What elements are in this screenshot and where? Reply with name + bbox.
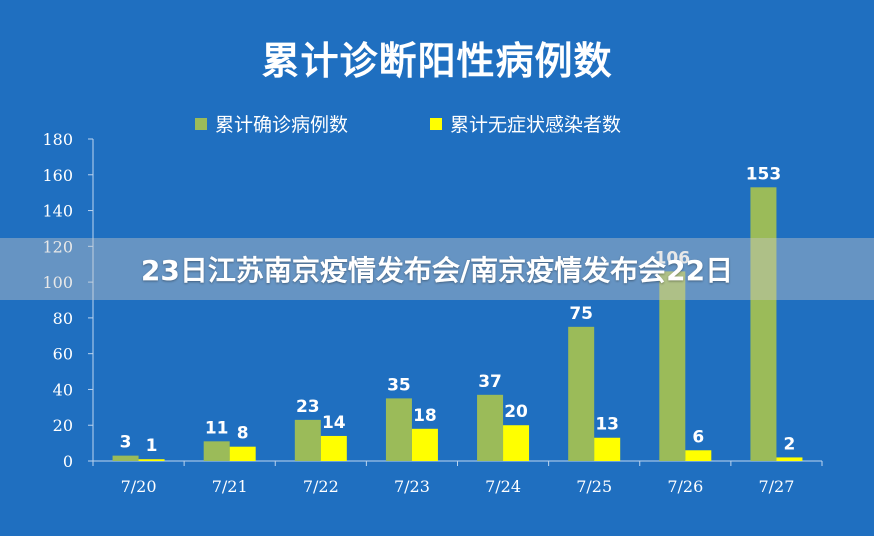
bar-confirmed <box>203 441 230 461</box>
data-label-confirmed: 3 <box>120 433 132 453</box>
x-tick-label: 7/23 <box>394 477 430 496</box>
y-tick-label: 40 <box>53 380 73 399</box>
data-label-asymptomatic: 20 <box>504 402 528 422</box>
data-label-asymptomatic: 14 <box>322 413 346 433</box>
bar-confirmed <box>750 187 777 462</box>
legend-swatch-asymptomatic <box>430 117 442 130</box>
data-label-asymptomatic: 18 <box>413 406 437 426</box>
bar-asymptomatic <box>411 428 438 461</box>
y-tick-label: 160 <box>42 166 73 185</box>
data-label-confirmed: 23 <box>296 397 320 417</box>
data-label-asymptomatic: 13 <box>595 415 619 435</box>
y-tick-label: 80 <box>53 309 73 328</box>
bar-confirmed <box>659 271 686 461</box>
x-tick-label: 7/20 <box>121 477 157 496</box>
data-label-confirmed: 35 <box>387 375 411 395</box>
y-tick-label: 20 <box>53 416 73 435</box>
legend-label-asymptomatic: 累计无症状感染者数 <box>450 114 622 136</box>
data-label-asymptomatic: 8 <box>237 424 249 444</box>
data-label-asymptomatic: 6 <box>692 427 704 447</box>
data-label-confirmed: 106 <box>655 248 691 268</box>
y-tick-label: 120 <box>42 237 73 256</box>
y-tick-label: 60 <box>53 345 73 364</box>
data-label-confirmed: 11 <box>205 418 229 438</box>
x-tick-label: 7/26 <box>667 477 703 496</box>
bar-confirmed <box>385 398 412 461</box>
data-label-asymptomatic: 1 <box>146 436 158 456</box>
legend-item-confirmed: 累计确诊病例数 <box>195 110 348 137</box>
caption-banner: 23日江苏南京疫情发布会/南京疫情发布会22日 <box>0 238 874 300</box>
bar-confirmed <box>477 394 504 461</box>
bar-confirmed <box>112 455 139 461</box>
x-tick-label: 7/24 <box>485 477 521 496</box>
x-tick-label: 7/22 <box>303 477 339 496</box>
bar-asymptomatic <box>776 457 803 461</box>
legend-swatch-confirmed <box>195 117 207 130</box>
data-label-asymptomatic: 2 <box>784 434 796 454</box>
y-tick-label: 180 <box>42 130 73 149</box>
x-tick-label: 7/25 <box>576 477 612 496</box>
x-tick-label: 7/27 <box>758 477 794 496</box>
legend: 累计确诊病例数 累计无症状感染者数 <box>195 110 715 136</box>
legend-item-asymptomatic: 累计无症状感染者数 <box>430 110 621 137</box>
caption-text: 23日江苏南京疫情发布会/南京疫情发布会22日 <box>140 254 734 287</box>
y-tick-label: 140 <box>42 202 73 221</box>
legend-label-confirmed: 累计确诊病例数 <box>215 114 349 136</box>
data-label-confirmed: 153 <box>746 164 782 184</box>
x-tick-label: 7/21 <box>212 477 248 496</box>
y-tick-label: 100 <box>42 273 73 292</box>
bar-asymptomatic <box>229 446 256 461</box>
bar-asymptomatic <box>594 437 621 461</box>
data-label-confirmed: 75 <box>569 304 593 324</box>
chart-title: 累计诊断阳性病例数 <box>261 39 613 83</box>
bar-asymptomatic <box>685 450 712 461</box>
bar-confirmed <box>568 326 595 461</box>
bar-asymptomatic <box>503 425 530 461</box>
bar-confirmed <box>294 419 321 461</box>
y-tick-label: 0 <box>63 452 73 471</box>
bar-asymptomatic <box>138 459 165 461</box>
bar-asymptomatic <box>320 435 347 461</box>
data-label-confirmed: 37 <box>478 372 502 392</box>
